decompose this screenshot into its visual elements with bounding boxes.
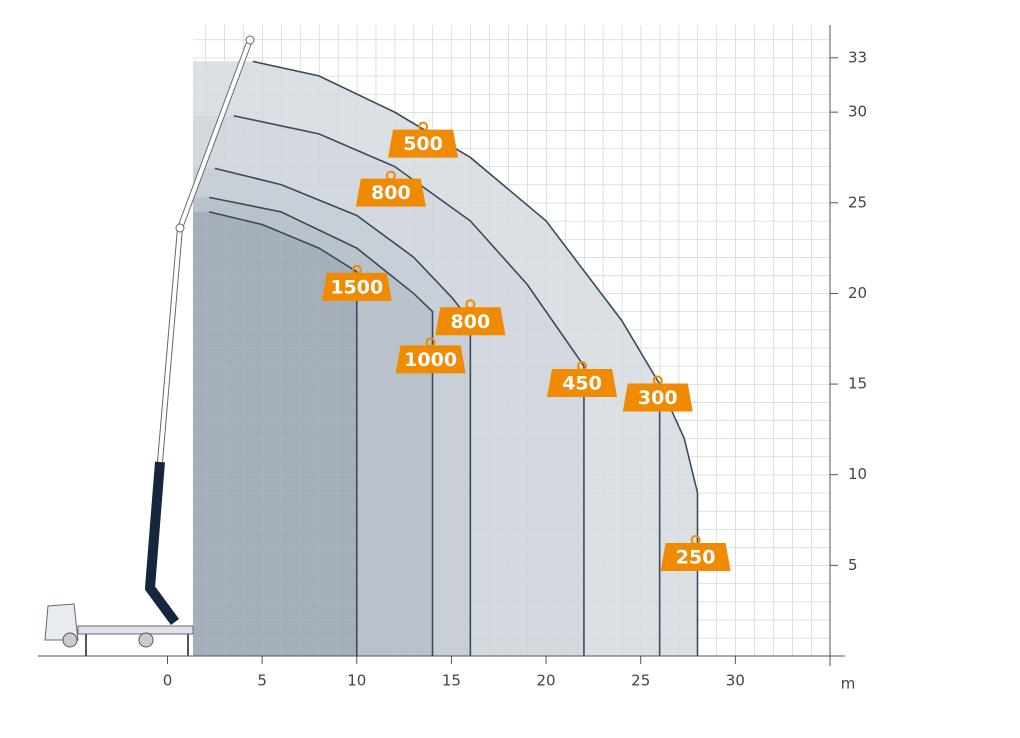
load-value: 800 xyxy=(371,182,411,204)
boom-joint xyxy=(175,223,185,233)
lower-boom xyxy=(144,461,180,625)
load-weight xyxy=(547,368,618,397)
load-weight xyxy=(388,129,459,158)
load-weight xyxy=(395,345,466,374)
truck-bed xyxy=(77,625,194,635)
zone-boundary xyxy=(252,60,699,656)
load-value: 500 xyxy=(403,133,443,155)
load-weight xyxy=(622,383,693,412)
y-tick-label: 30 xyxy=(848,103,867,121)
load-label: 500 xyxy=(388,121,459,158)
load-weight xyxy=(660,542,731,571)
wheel xyxy=(138,632,154,648)
load-value: 450 xyxy=(562,372,602,394)
y-tick-label: 10 xyxy=(848,465,867,483)
load-value: 1500 xyxy=(330,276,383,298)
boom-tip xyxy=(245,35,255,45)
y-tick-label: 5 xyxy=(848,556,858,574)
vehicle xyxy=(44,35,255,656)
wheel xyxy=(62,632,78,648)
y-tick-label: 20 xyxy=(848,284,867,302)
x-tick-label: 20 xyxy=(537,672,556,690)
load-label: 250 xyxy=(660,534,731,571)
x-tick-label: 5 xyxy=(257,672,267,690)
load-label: 1000 xyxy=(395,337,466,374)
x-tick-label: 10 xyxy=(347,672,366,690)
load-label: 450 xyxy=(547,360,618,397)
load-label: 800 xyxy=(355,170,426,207)
load-labels: 500 800 1500 800 1000 450 300 250 xyxy=(321,121,731,571)
y-tick-label: 33 xyxy=(848,48,867,66)
load-value: 250 xyxy=(676,546,716,568)
load-value: 1000 xyxy=(404,349,457,371)
x-tick-label: 15 xyxy=(442,672,461,690)
x-axis-label: m xyxy=(841,675,856,693)
load-weight xyxy=(435,307,506,336)
load-value: 300 xyxy=(638,387,678,409)
y-tick-label: 15 xyxy=(848,375,867,393)
load-weight xyxy=(321,272,392,301)
x-tick-label: 25 xyxy=(631,672,650,690)
load-value: 800 xyxy=(451,311,491,333)
load-label: 300 xyxy=(622,375,693,412)
x-tick-label: 30 xyxy=(726,672,745,690)
x-tick-label: 0 xyxy=(163,672,173,690)
zone-boundary xyxy=(208,211,358,656)
grid-overlay xyxy=(193,25,830,656)
load-weight xyxy=(355,178,426,207)
load-label: 1500 xyxy=(321,264,392,301)
y-tick-label: 25 xyxy=(848,193,867,211)
load-label: 800 xyxy=(435,299,506,336)
